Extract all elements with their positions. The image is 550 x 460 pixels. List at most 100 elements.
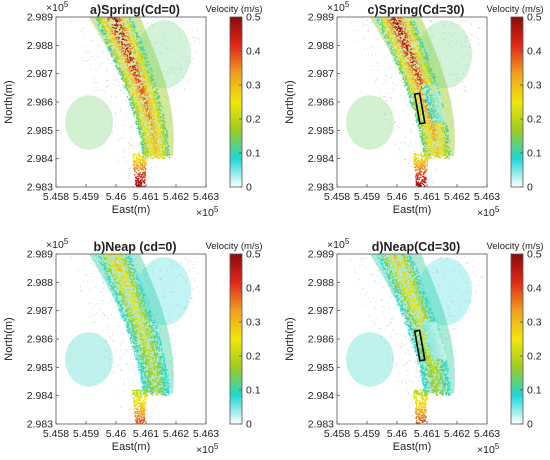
velocity-dot [144,57,147,60]
mesh-dot [372,65,374,67]
velocity-dot [144,91,146,94]
mesh-dot [403,172,404,174]
outlet-dot [423,161,426,164]
mesh-dot [126,277,128,279]
mesh-dot [477,36,478,38]
outlet-dot [135,177,138,179]
velocity-dot [433,144,436,146]
velocity-dot [433,127,436,129]
velocity-dot [396,63,398,65]
velocity-dot [415,29,417,31]
velocity-dot [138,109,141,112]
mesh-dot [194,280,196,282]
mesh-dot [116,311,118,313]
mesh-dot [118,364,120,366]
mesh-dot [368,30,370,32]
mesh-dot [442,98,444,100]
velocity-dot [431,86,434,88]
velocity-dot [432,150,435,153]
velocity-dot [431,83,434,86]
outlet-dot [420,166,423,169]
velocity-dot [438,102,441,104]
velocity-dot [401,48,403,50]
velocity-dot [138,120,141,123]
mesh-dot [103,285,105,287]
outlet-dot [143,182,146,184]
velocity-dot [148,108,150,110]
velocity-dot [135,105,138,107]
velocity-dot [157,97,160,100]
velocity-dot [124,61,127,63]
velocity-dot [421,42,424,44]
velocity-dot [434,138,436,141]
velocity-dot [118,33,121,35]
velocity-dot [402,25,405,27]
velocity-dot [436,136,439,139]
velocity-dot [118,41,121,43]
velocity-dot [439,100,442,102]
velocity-dot [151,124,154,127]
velocity-dot [414,89,416,91]
velocity-dot [395,37,397,39]
mesh-dot [130,145,132,147]
mesh-dot [463,81,465,83]
velocity-dot [131,33,133,35]
velocity-dot [429,119,432,122]
mesh-dot [129,172,131,174]
mesh-dot [405,49,406,51]
velocity-dot [140,70,143,73]
outlet-dot [145,154,148,157]
velocity-dot [439,96,441,99]
velocity-dot [414,74,417,76]
mesh-dot [90,262,92,264]
velocity-dot [125,79,127,82]
mesh-dot [89,316,91,318]
mesh-dot [171,92,173,94]
velocity-dot [411,31,413,34]
velocity-dot [155,114,158,116]
velocity-dot [141,106,144,108]
velocity-dot [394,32,397,34]
velocity-dot [427,67,430,69]
mesh-dot [393,67,395,69]
velocity-dot [166,155,168,157]
velocity-dot [404,79,407,81]
mesh-dot [478,27,480,28]
velocity-dot [407,34,410,37]
mesh-dot [125,348,127,350]
velocity-dot [412,101,414,104]
velocity-dot [123,39,126,41]
velocity-dot [399,29,402,31]
mesh-dot [154,317,156,319]
flow-lobe-west [65,95,113,150]
mesh-dot [81,57,82,59]
velocity-dot [404,20,406,23]
mesh-dot [133,182,135,184]
velocity-dot [426,139,428,142]
outlet-dot [137,165,139,168]
velocity-dot [430,125,433,128]
velocity-dot [136,38,138,41]
velocity-dot [429,130,431,132]
mesh-dot [143,274,145,276]
velocity-dot [110,45,113,48]
velocity-dot [153,121,156,123]
velocity-dot [416,82,419,85]
velocity-dot [429,79,432,82]
velocity-dot [442,111,445,113]
velocity-dot [116,48,118,51]
velocity-dot [153,136,155,138]
velocity-dot [403,46,406,48]
velocity-dot [124,55,126,58]
velocity-dot [399,71,402,73]
velocity-dot [431,136,433,138]
mesh-dot [387,93,389,95]
velocity-dot [437,125,440,128]
velocity-dot [162,114,165,117]
mesh-dot [191,301,193,303]
mesh-dot [92,265,94,267]
mesh-dot [451,122,453,124]
velocity-dot [412,92,414,94]
velocity-dot [149,75,152,78]
velocity-dot [150,67,152,69]
